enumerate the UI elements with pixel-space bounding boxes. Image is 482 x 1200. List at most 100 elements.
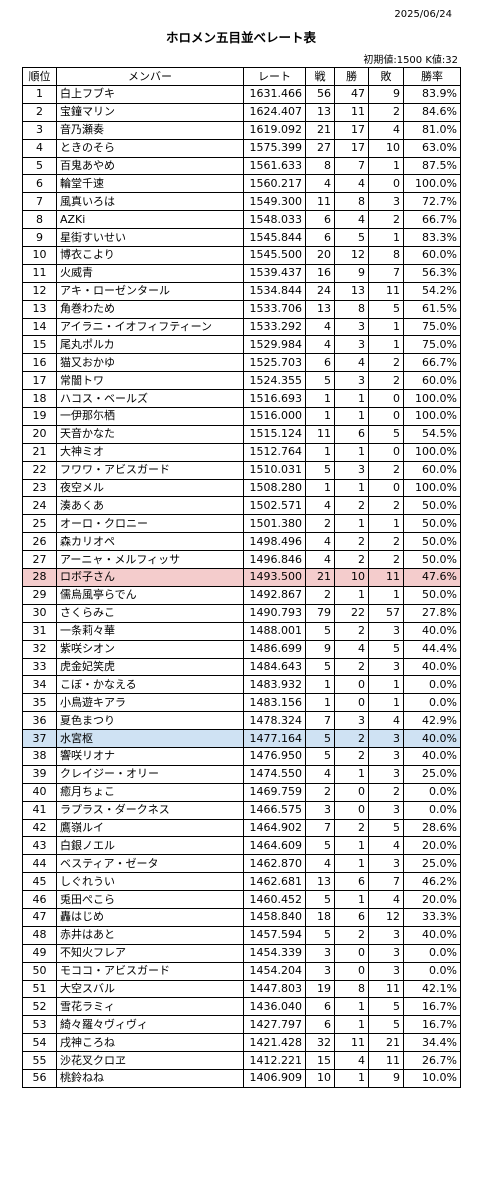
table-cell: 19 [305,979,335,999]
table-cell: 8 [334,299,369,319]
table-cell: 2 [334,729,369,748]
table-cell: 12 [334,246,369,265]
table-cell: 2 [334,746,369,766]
table-cell: 1512.764 [243,442,306,462]
table-cell: 2 [334,925,369,945]
table-cell: 8 [22,210,57,230]
table-cell: 1508.280 [243,478,306,498]
table-row: 40 癒月ちょこ 1469.759 2 0 2 0.0% [22,782,461,802]
table-cell: 4 [368,836,404,856]
table-cell: 0 [368,407,404,426]
table-cell: 16.7% [403,1015,461,1035]
table-cell: 17 [22,371,57,391]
table-cell: 1502.571 [243,496,306,516]
table-cell: 1529.984 [243,335,306,355]
table-cell: 0 [334,800,369,820]
table-cell: 2 [334,818,369,838]
table-cell: 100.0% [403,442,461,462]
table-cell: 1524.355 [243,371,306,391]
table-cell: 66.7% [403,353,461,373]
rating-table: 順位 メンバー レート戦勝敗勝率 1 白上フブキ 1631.466 56 47 9 83.9% 2… [22,67,461,1088]
table-cell: 小鳥遊キアラ [56,693,244,713]
table-cell: 1486.699 [243,639,306,659]
table-cell: 7 [368,872,404,892]
table-cell: 1 [368,228,404,248]
table-cell: 3 [305,800,335,820]
table-cell: 54.5% [403,424,461,444]
table-cell: 8 [334,979,369,999]
table-cell: 1548.033 [243,210,306,230]
table-cell: 54 [22,1033,57,1053]
table-cell: アイラニ・イオフィフティーン [56,317,244,337]
table-cell: 12 [22,281,57,301]
table-row: 26 森カリオペ 1498.496 4 2 2 50.0% [22,532,461,552]
table-cell: 3 [368,729,404,748]
table-cell: 一条莉々華 [56,621,244,641]
table-cell: 16 [22,353,57,373]
table-cell: 9 [368,1068,404,1088]
table-row: 10 博衣こより 1545.500 20 12 8 60.0% [22,246,461,265]
table-cell: 25.0% [403,764,461,784]
table-cell: 50 [22,961,57,981]
table-cell: 1421.428 [243,1033,306,1053]
table-cell: 39 [22,764,57,784]
table-row: 29 儒烏風亭らでん 1492.867 2 1 1 50.0% [22,585,461,605]
table-cell: 5 [368,639,404,659]
table-cell: 11 [334,1033,369,1053]
table-cell: 41 [22,800,57,820]
table-cell: 0 [334,943,369,963]
column-header: メンバー [56,67,244,86]
table-cell: 1462.681 [243,872,306,892]
table-cell: 4 [305,764,335,784]
table-cell: 4 [305,854,335,874]
table-cell: 沙花叉クロヱ [56,1051,244,1070]
table-cell: 24 [22,496,57,516]
table-cell: 1406.909 [243,1068,306,1088]
table-cell: 3 [368,943,404,963]
table-row: 49 不知火フレア 1454.339 3 0 3 0.0% [22,943,461,963]
table-row: 30 さくらみこ 1490.793 79 22 57 27.8% [22,603,461,623]
table-cell: 6 [334,424,369,444]
table-cell: 6 [305,210,335,230]
table-cell: 桃鈴ねね [56,1068,244,1088]
table-cell: 42.9% [403,711,461,731]
table-cell: 17 [334,120,369,140]
table-cell: 47 [334,85,369,104]
table-row: 1 白上フブキ 1631.466 56 47 9 83.9% [22,85,461,104]
column-header: レート [243,67,306,86]
table-cell: 1561.633 [243,156,306,176]
table-row: 6 輪堂千速 1560.217 4 4 0 100.0% [22,174,461,194]
table-cell: 雪花ラミィ [56,997,244,1017]
table-cell: 43 [22,836,57,856]
column-header: 戦 [305,67,335,86]
table-cell: 60.0% [403,246,461,265]
table-cell: 2 [334,657,369,677]
table-cell: 5 [305,657,335,677]
table-cell: 2 [368,532,404,552]
table-cell: 17 [334,138,369,158]
table-cell: 9 [368,85,404,104]
table-row: 42 鷹嶺ルイ 1464.902 7 2 5 28.6% [22,818,461,838]
table-cell: 23 [22,478,57,498]
table-cell: 55 [22,1051,57,1070]
table-cell: 6 [334,872,369,892]
table-row: 37 水宮枢 1477.164 5 2 3 40.0% [22,729,461,748]
table-cell: 4 [305,550,335,570]
table-row: 51 大空スバル 1447.803 19 8 11 42.1% [22,979,461,999]
table-row: 11 火威青 1539.437 16 9 7 56.3% [22,263,461,283]
column-header: 勝率 [403,67,461,86]
table-cell: 1 [334,854,369,874]
table-cell: 1533.292 [243,317,306,337]
table-cell: 4 [305,335,335,355]
table-cell: 63.0% [403,138,461,158]
table-cell: 1 [22,85,57,104]
table-cell: 42.1% [403,979,461,999]
table-cell: 5 [334,228,369,248]
table-cell: 赤井はあと [56,925,244,945]
column-header: 勝 [334,67,369,86]
table-cell: 1490.793 [243,603,306,623]
table-cell: 1516.693 [243,389,306,409]
table-cell: 1460.452 [243,890,306,909]
table-cell: 4 [305,496,335,516]
